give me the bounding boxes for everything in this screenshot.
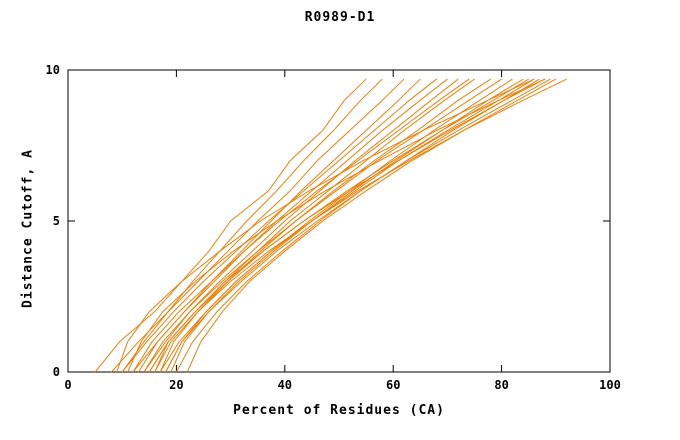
data-curve-curve-13 bbox=[165, 78, 524, 373]
data-curve-curve-10 bbox=[154, 78, 492, 373]
data-curve-curve-01 bbox=[94, 78, 367, 373]
x-tick-label: 60 bbox=[386, 378, 400, 392]
data-curve-curve-20 bbox=[159, 78, 567, 373]
data-curve-curve-11 bbox=[143, 78, 502, 373]
data-curve-curve-05 bbox=[121, 78, 437, 373]
x-tick-label: 20 bbox=[169, 378, 183, 392]
y-tick-label: 10 bbox=[46, 63, 60, 77]
x-tick-label: 40 bbox=[278, 378, 292, 392]
data-curve-curve-17 bbox=[154, 78, 546, 373]
y-tick-label: 5 bbox=[53, 214, 60, 228]
x-tick-label: 80 bbox=[494, 378, 508, 392]
data-curve-curve-03 bbox=[121, 78, 383, 373]
x-axis-label: Percent of Residues (CA) bbox=[233, 403, 445, 418]
data-curve-curve-16 bbox=[175, 78, 540, 373]
data-curve-curve-07 bbox=[143, 78, 459, 373]
plot-frame bbox=[67, 69, 611, 373]
y-tick-label: 0 bbox=[53, 365, 60, 379]
x-tick-label: 100 bbox=[599, 378, 621, 392]
data-curve-curve-02 bbox=[110, 78, 405, 373]
data-curve-curve-19 bbox=[186, 78, 557, 373]
data-curve-curve-08 bbox=[132, 78, 470, 373]
y-axis-label: Distance Cutoff, A bbox=[20, 149, 36, 308]
chart-title: R0989-D1 bbox=[304, 10, 376, 25]
data-curve-curve-18 bbox=[170, 78, 551, 373]
data-curve-curve-21 bbox=[116, 78, 535, 373]
x-tick-label: 0 bbox=[64, 378, 71, 392]
data-curve-curve-12 bbox=[159, 78, 513, 373]
data-curve-curve-22 bbox=[127, 78, 546, 373]
